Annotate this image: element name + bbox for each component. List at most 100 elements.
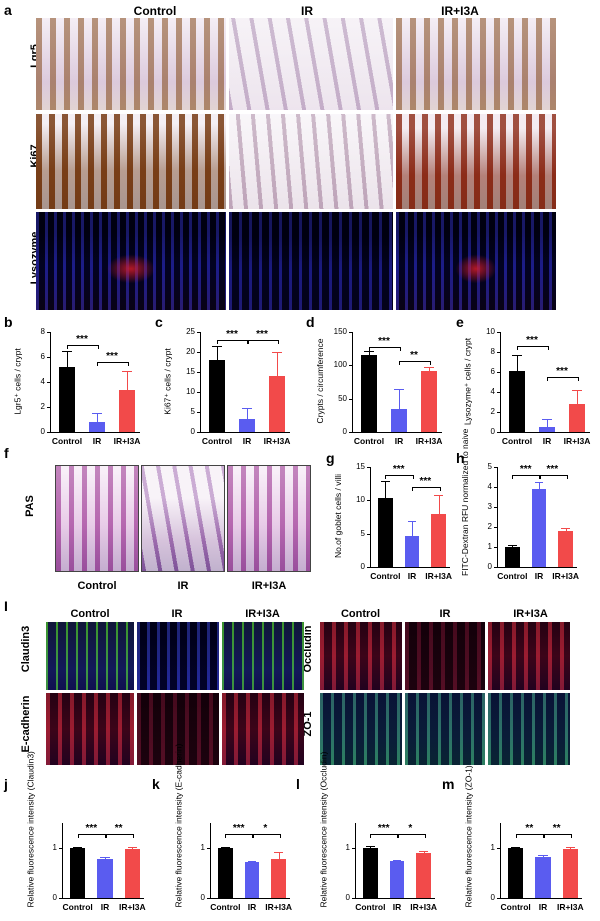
chart-d-ylabel: Crypts / circumference [315,338,325,424]
chart-h-xlabel-0: Control [497,571,528,581]
chart-b-bar-2 [118,389,136,432]
chart-j-errorbar-1 [105,857,106,859]
chart-k-errorcap-1 [247,861,257,862]
chart-e-tick-label: 4 [490,387,495,396]
micrograph-lysozyme-ir-i3a [396,212,556,310]
micrograph-ki67-control [36,114,226,209]
chart-k-bar-2 [271,859,286,898]
chart-b-sig-bracket [67,344,99,349]
chart-g-errorbar-2 [438,495,440,514]
panel-label-b: b [4,314,13,330]
chart-b-errorbar-2 [127,370,128,390]
chart-d-errorcap-0 [364,351,374,353]
micrograph-claudin3-ir [137,622,219,690]
chart-g-tick-mark [367,567,370,568]
chart-l-tick-label: 0 [345,893,350,902]
chart-d-tick-label: 0 [342,427,347,436]
chart-g-ylabel: No.of goblet cells / villi [333,473,343,559]
chart-d-tick-mark [349,332,352,333]
chart-e-sig-bracket [517,346,549,350]
chart-d-sig-label: ** [410,350,418,362]
chart-m-errorcap-1 [538,855,548,856]
panel-f-row-pas: PAS [24,495,36,517]
panel-label-l: l [296,776,300,792]
chart-h-tick-label: 1 [487,542,492,551]
panel-i-col-ir-i3a-left: IR+I3A [245,608,280,620]
chart-c-errorbar-0 [217,346,218,360]
chart-b-x-axis [50,432,140,433]
micrograph-pas-control [55,465,139,572]
micrograph-lgr5-control [36,18,226,110]
chart-c-tick-mark [197,352,200,353]
chart-h-bar-0 [505,547,520,567]
micrograph-lgr5-ir-i3a [396,18,556,110]
chart-j-sig-bracket [105,834,135,838]
chart-d-errorbar-0 [369,351,370,356]
chart-m-sig-bracket [515,834,545,838]
chart-h-tick-label: 5 [487,462,492,471]
chart-l-xlabel-1: IR [392,902,402,912]
chart-d-errorcap-1 [394,388,404,390]
panel-label-i: I [4,598,8,614]
chart-k-y-axis [210,823,211,898]
chart-k-ylabel: Relative fluorescence intensity (E-cadhe… [173,743,183,907]
micrograph-occludin-control [320,622,402,690]
chart-g-sig-label: *** [392,464,405,475]
chart-h-tick-label: 4 [487,482,492,491]
chart-c-ylabel: Ki67⁺ cells / crypt [162,348,173,415]
chart-c-tick-label: 0 [190,427,195,436]
chart-b-errorbar-0 [67,350,68,367]
chart-c-xlabel-0: Control [201,436,233,446]
chart-d-x-axis [352,432,442,433]
chart-m-sig-label: ** [552,823,561,834]
chart-g-tick-label: 0 [360,562,365,571]
chart-g-xlabel-0: Control [370,571,401,581]
chart-d-sig-label: *** [378,335,390,347]
chart-l-bar-0 [363,848,378,898]
chart-h-tick-mark [494,507,497,508]
micrograph-pas-ir-i3a [227,465,311,572]
chart-m-errorcap-2 [565,847,575,848]
chart-b-tick-label: 2 [40,402,45,411]
chart-j-sig-label: *** [85,823,98,834]
chart-c-tick-label: 20 [186,347,195,356]
chart-l-y-axis [355,823,356,898]
panel-a-col-ir: IR [301,4,313,18]
chart-c-sig-label: *** [226,329,238,340]
chart-j-xlabel-1: IR [100,902,110,912]
chart-h-bar-1 [531,489,547,567]
chart-h-tick-mark [494,567,497,568]
chart-b-tick-mark [47,332,50,333]
chart-h-ylabel: FITC-Dextran RFU normalized to naive [460,428,470,576]
chart-l-errorbar-2 [423,851,425,853]
panel-label-e: e [456,314,464,330]
chart-e-tick-label: 0 [490,427,495,436]
chart-k-tick-label: 1 [200,843,205,852]
chart-h-x-axis [497,567,577,568]
chart-e-tick-mark [497,352,500,353]
chart-k-xlabel-0: Control [210,902,241,912]
panel-label-m: m [442,776,455,792]
chart-m-xlabel-1: IR [538,902,548,912]
chart-e-errorbar-1 [547,419,548,427]
panel-i-col-ir-right: IR [439,608,451,620]
chart-g-errorbar-1 [412,521,413,537]
chart-g-bar-2 [431,513,446,567]
chart-d-bar-2 [420,371,438,432]
chart-l-errorcap-0 [365,846,375,847]
chart-b-errorcap-1 [92,413,102,415]
micrograph-e-cadherin-ir [137,693,219,765]
chart-d-tick-label: 150 [333,327,347,336]
chart-g-x-axis [370,567,450,568]
chart-k-errorcap-2 [274,851,284,853]
panel-label-j: j [4,776,8,792]
chart-d-xlabel-2: IR+I3A [415,436,443,446]
chart-e-errorbar-2 [577,390,578,404]
chart-h-sig-label: *** [519,464,532,475]
chart-k-tick-mark [207,848,210,849]
chart-b-errorcap-2 [122,370,132,372]
chart-g-errorcap-2 [434,495,444,496]
chart-l-errorbar-0 [370,846,372,848]
chart-c-errorcap-1 [242,408,252,409]
chart-l-bar-2 [416,853,431,898]
